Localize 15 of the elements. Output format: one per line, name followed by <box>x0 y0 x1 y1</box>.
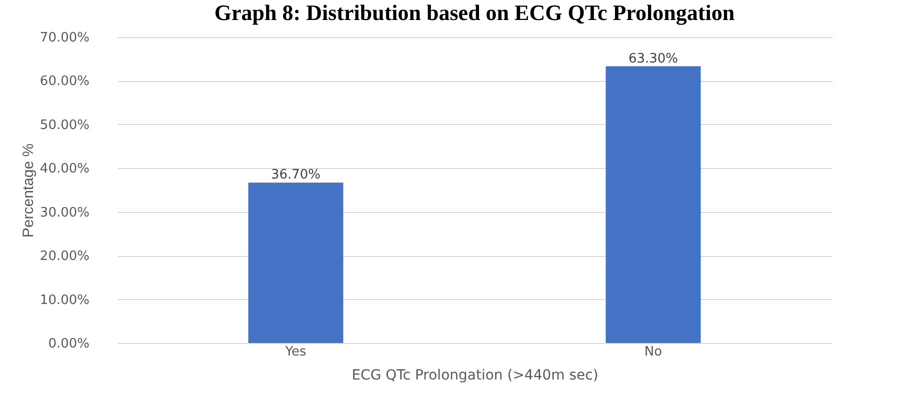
y-tick-label: 0.00% <box>48 336 90 352</box>
y-tick-label: 70.00% <box>40 30 90 46</box>
y-tick-label: 20.00% <box>40 249 90 264</box>
y-tick-label: 60.00% <box>40 74 90 90</box>
chart-title: Graph 8: Distribution based on ECG QTc Prolongation <box>214 0 735 25</box>
x-axis-title: ECG QTc Prolongation (>440m sec) <box>352 368 598 384</box>
y-tick-label: 40.00% <box>40 162 90 177</box>
y-tick-label: 50.00% <box>40 118 90 133</box>
y-tick-label: 30.00% <box>40 205 90 220</box>
y-tick-label: 10.00% <box>40 292 90 308</box>
x-tick-label: No <box>644 344 662 360</box>
data-label: 63.30% <box>628 51 678 66</box>
x-tick-label: Yes <box>284 344 306 360</box>
y-axis-title: Percentage % <box>20 143 37 238</box>
data-label: 36.70% <box>270 168 321 183</box>
